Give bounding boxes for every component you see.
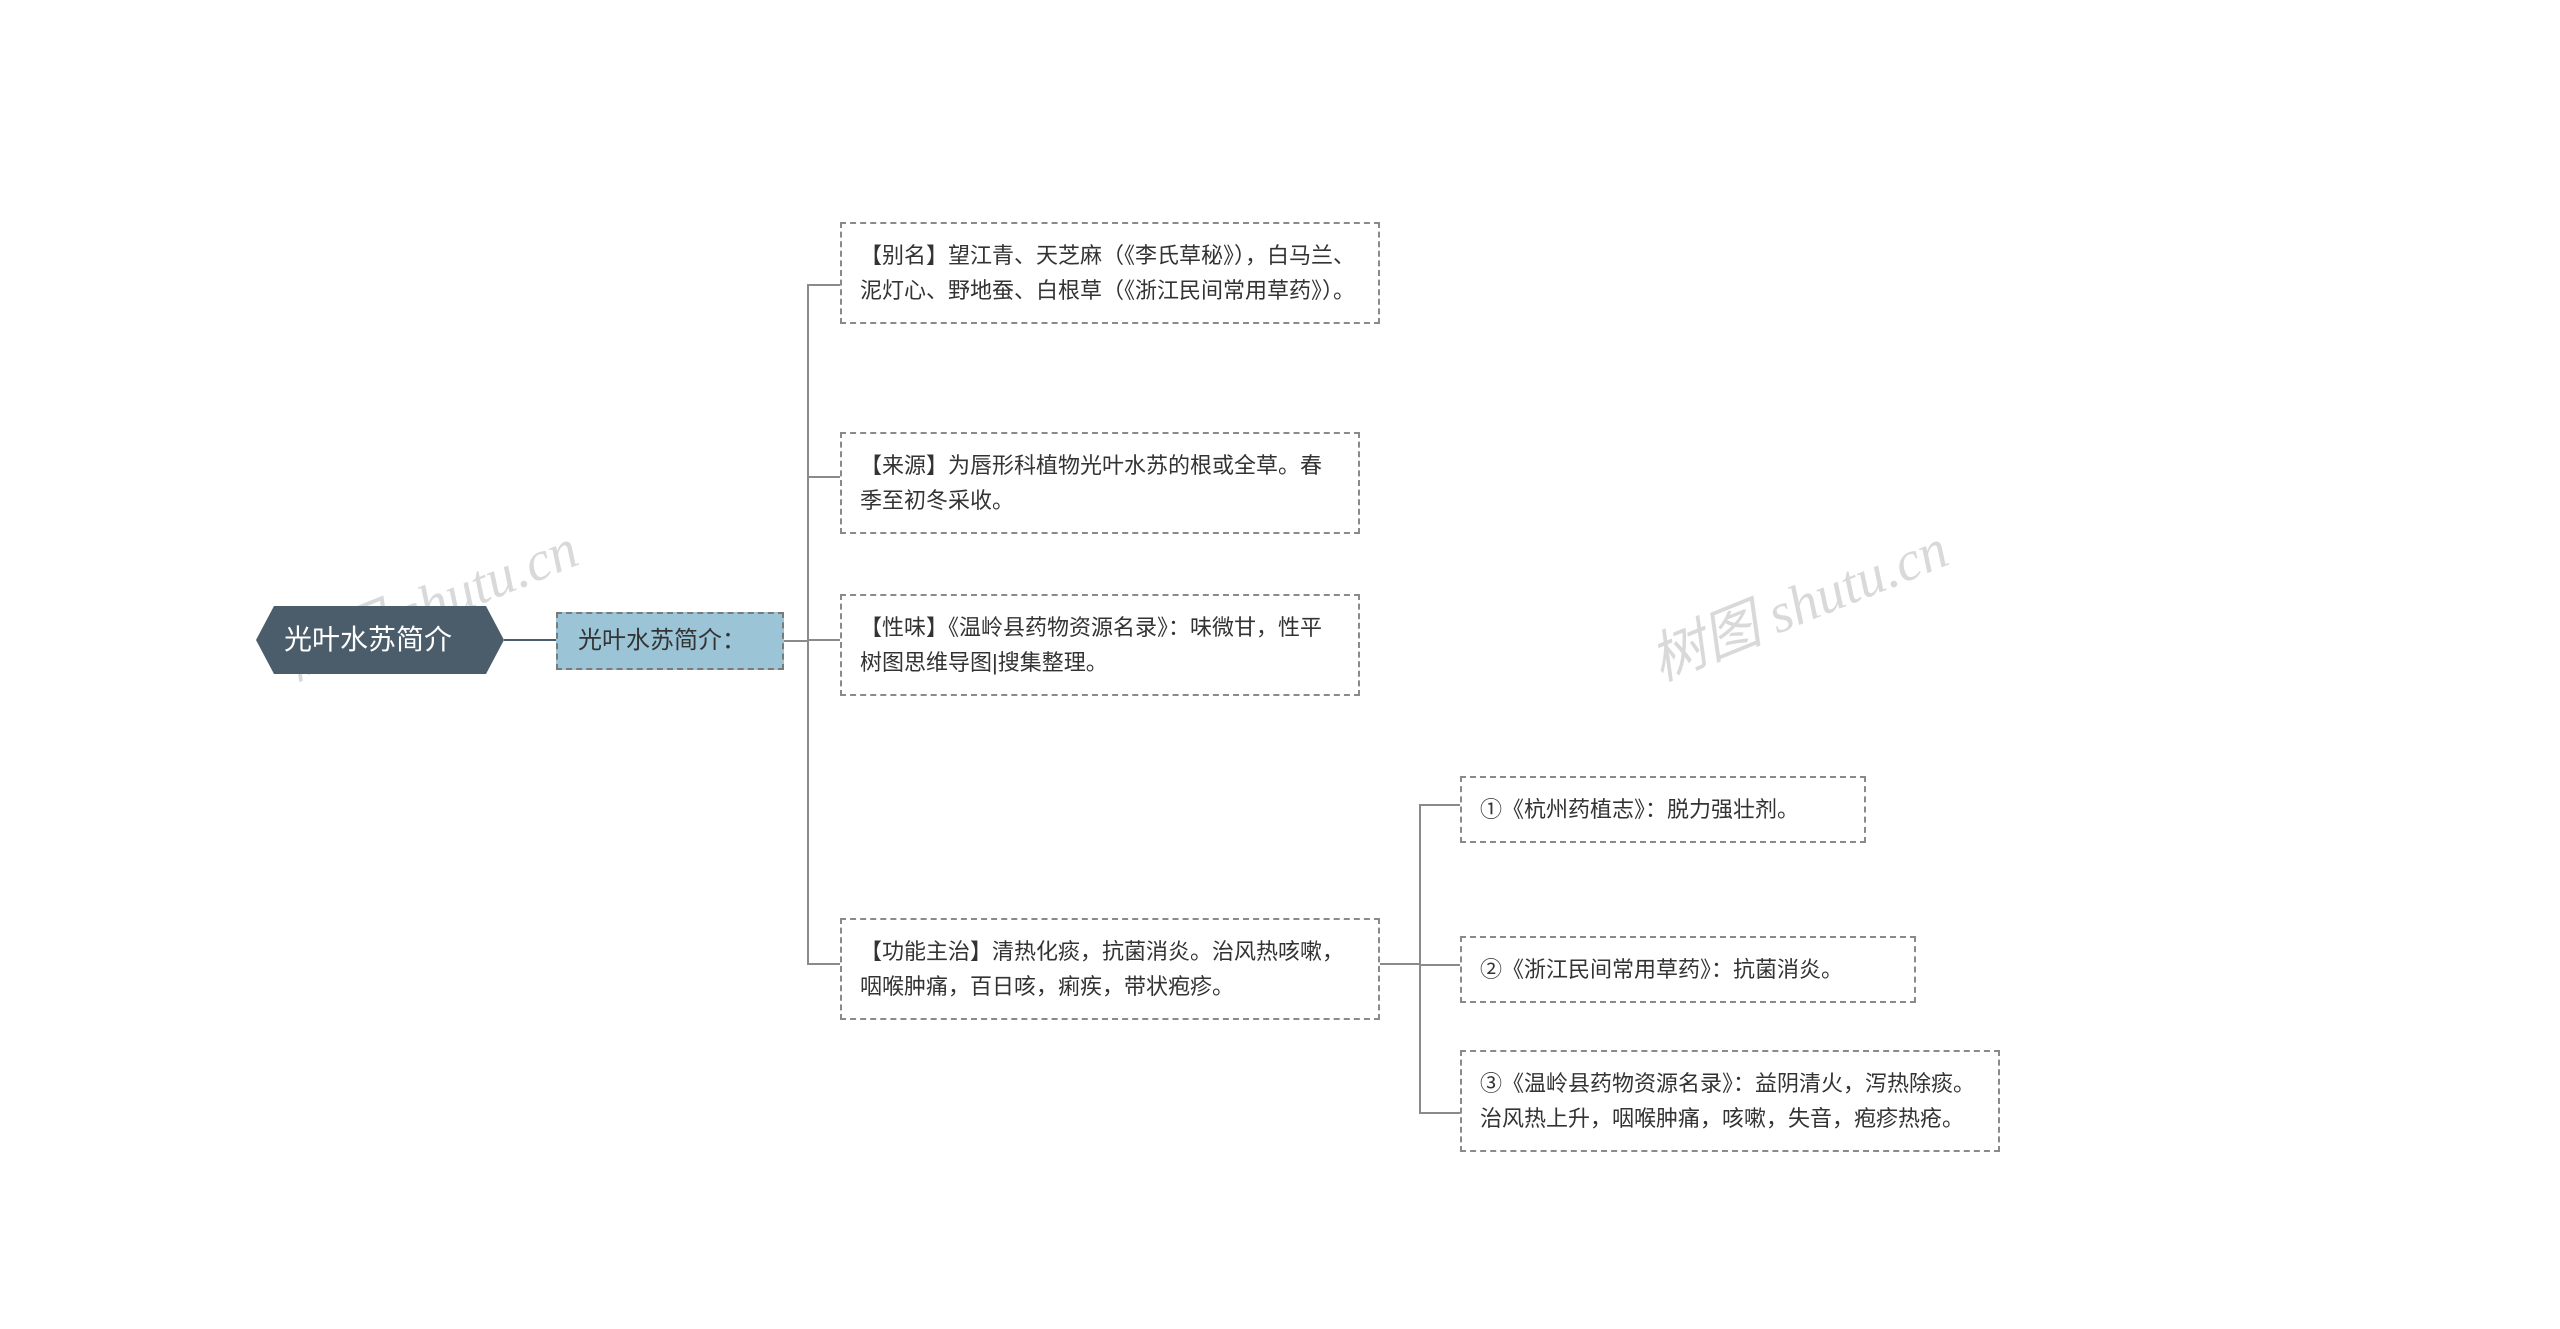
edge-function-sub1: [1380, 805, 1460, 964]
root-node[interactable]: 光叶水苏简介: [256, 606, 504, 674]
subleaf-3[interactable]: ③《温岭县药物资源名录》：益阴清火，泻热除痰。治风热上升，咽喉肿痛，咳嗽，失音，…: [1460, 1050, 2000, 1152]
leaf-function[interactable]: 【功能主治】清热化痰，抗菌消炎。治风热咳嗽，咽喉肿痛，百日咳，痢疾，带状疱疹。: [840, 918, 1380, 1020]
level1-label: 光叶水苏简介：: [578, 623, 746, 659]
subleaf-1[interactable]: ①《杭州药植志》：脱力强壮剂。: [1460, 776, 1866, 843]
level1-node[interactable]: 光叶水苏简介：: [556, 612, 784, 670]
leaf-label: 【别名】望江青、天芝麻（《李氏草秘》），白马兰、泥灯心、野地蚕、白根草（《浙江民…: [860, 238, 1360, 308]
edge-level1-taste: [784, 640, 840, 641]
leaf-label: 【功能主治】清热化痰，抗菌消炎。治风热咳嗽，咽喉肿痛，百日咳，痢疾，带状疱疹。: [860, 934, 1360, 1004]
watermark: 树图 shutu.cn: [1636, 504, 1958, 697]
leaf-label: ③《温岭县药物资源名录》：益阴清火，泻热除痰。治风热上升，咽喉肿痛，咳嗽，失音，…: [1480, 1066, 1980, 1136]
leaf-taste[interactable]: 【性味】《温岭县药物资源名录》：味微甘，性平树图思维导图|搜集整理。: [840, 594, 1360, 696]
edge-level1-function: [784, 641, 840, 964]
leaf-label: ①《杭州药植志》：脱力强壮剂。: [1480, 792, 1799, 827]
root-label: 光叶水苏简介: [284, 619, 452, 661]
leaf-source[interactable]: 【来源】为唇形科植物光叶水苏的根或全草。春季至初冬采收。: [840, 432, 1360, 534]
edge-level1-alias: [784, 285, 840, 641]
subleaf-2[interactable]: ②《浙江民间常用草药》：抗菌消炎。: [1460, 936, 1916, 1003]
leaf-label: 【来源】为唇形科植物光叶水苏的根或全草。春季至初冬采收。: [860, 448, 1340, 518]
leaf-label: 【性味】《温岭县药物资源名录》：味微甘，性平树图思维导图|搜集整理。: [860, 610, 1340, 680]
mindmap-canvas: 树图 shutu.cn 树图 shutu.cn 光叶水苏简介 光叶水苏简介： 【…: [0, 0, 2560, 1329]
leaf-alias[interactable]: 【别名】望江青、天芝麻（《李氏草秘》），白马兰、泥灯心、野地蚕、白根草（《浙江民…: [840, 222, 1380, 324]
edge-function-sub2: [1380, 964, 1460, 965]
edge-function-sub3: [1380, 964, 1460, 1113]
edge-level1-source: [784, 477, 840, 641]
leaf-label: ②《浙江民间常用草药》：抗菌消炎。: [1480, 952, 1843, 987]
